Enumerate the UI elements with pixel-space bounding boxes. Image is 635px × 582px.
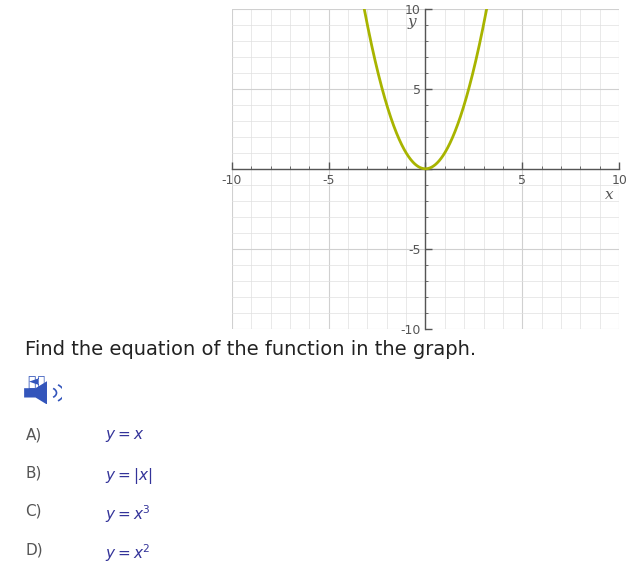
Text: $y = x$: $y = x$ xyxy=(105,428,144,443)
Text: A): A) xyxy=(25,428,42,443)
Text: ◄⦿: ◄⦿ xyxy=(29,375,46,388)
Text: B): B) xyxy=(25,466,42,481)
Text: x: x xyxy=(605,188,614,202)
Text: 🔊: 🔊 xyxy=(27,375,36,389)
Text: Find the equation of the function in the graph.: Find the equation of the function in the… xyxy=(25,340,476,360)
Text: $y = x^3$: $y = x^3$ xyxy=(105,503,150,525)
Text: D): D) xyxy=(25,542,43,558)
Text: y: y xyxy=(407,15,416,29)
Text: $y = x^2$: $y = x^2$ xyxy=(105,542,150,564)
Polygon shape xyxy=(24,381,47,404)
Text: C): C) xyxy=(25,503,42,519)
Text: $y = |x|$: $y = |x|$ xyxy=(105,466,152,485)
